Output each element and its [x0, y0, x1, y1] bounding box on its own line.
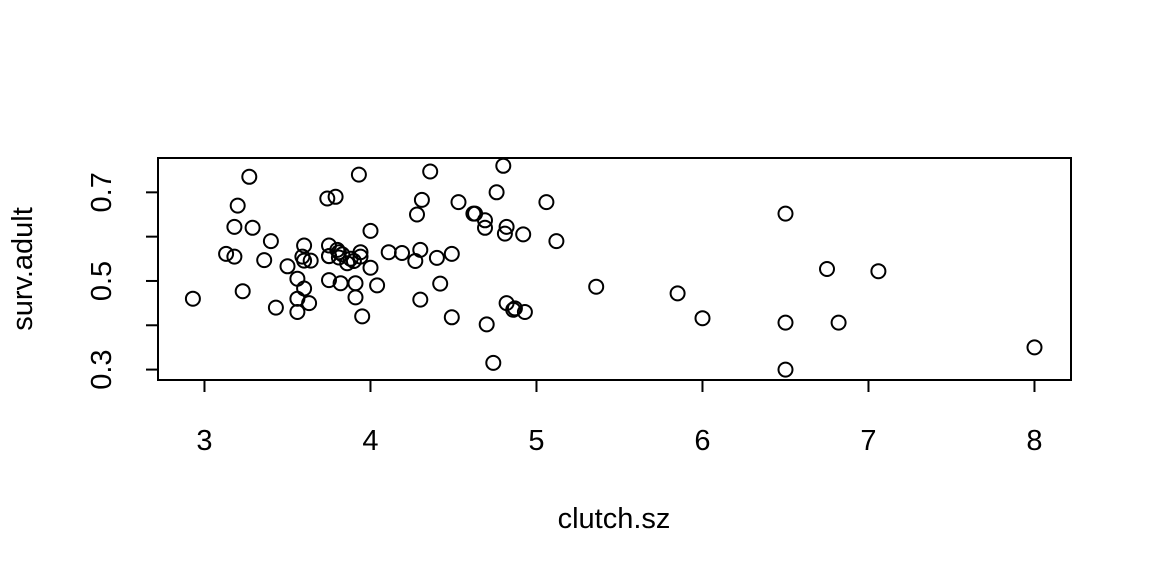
data-point — [321, 272, 337, 289]
data-point — [477, 212, 493, 229]
data-point — [279, 258, 296, 275]
data-point — [369, 277, 386, 294]
data-point — [819, 261, 835, 277]
data-point — [777, 361, 794, 378]
data-point — [319, 190, 336, 207]
y-axis: 0.3 0.5 0.7 — [86, 172, 159, 390]
data-point — [262, 233, 279, 250]
data-point — [669, 285, 686, 302]
data-point — [443, 309, 460, 326]
data-point — [347, 289, 364, 306]
x-tick-label: 3 — [196, 425, 212, 457]
data-point — [347, 275, 364, 292]
data-point — [488, 184, 505, 201]
y-tick-label: 0.5 — [86, 261, 118, 301]
data-point — [296, 252, 313, 269]
x-tick-label: 8 — [1026, 425, 1042, 457]
data-points — [184, 157, 1043, 378]
data-point — [412, 241, 429, 258]
x-axis-label: clutch.sz — [558, 503, 671, 535]
data-point — [334, 246, 351, 263]
data-point — [477, 219, 493, 236]
data-point — [394, 245, 410, 261]
data-point — [548, 233, 565, 250]
data-point — [495, 157, 512, 174]
data-point — [226, 218, 243, 235]
data-point — [330, 249, 347, 266]
data-point — [588, 278, 605, 295]
data-point — [409, 206, 425, 223]
data-point — [296, 280, 313, 297]
data-point — [229, 197, 246, 214]
x-tick-label: 6 — [694, 425, 710, 457]
data-point — [289, 304, 306, 320]
data-point — [302, 252, 319, 269]
data-point — [352, 244, 369, 261]
data-point — [777, 205, 794, 222]
data-point — [478, 316, 495, 333]
data-point — [301, 295, 318, 312]
data-point — [777, 314, 794, 331]
data-point — [339, 255, 356, 272]
y-axis-label: surv.adult — [7, 207, 39, 331]
y-tick-label: 0.7 — [86, 172, 118, 212]
data-point — [296, 237, 313, 254]
data-point — [289, 270, 306, 287]
x-tick-label: 5 — [528, 425, 544, 457]
y-tick-label: 0.3 — [86, 349, 118, 389]
data-point — [412, 291, 429, 308]
data-point — [496, 225, 513, 242]
data-point — [450, 194, 467, 211]
data-point — [226, 248, 243, 265]
data-point — [516, 304, 533, 320]
data-point — [362, 259, 379, 276]
data-point — [830, 314, 847, 331]
data-point — [694, 310, 711, 327]
data-point — [422, 163, 439, 180]
data-point — [413, 191, 430, 208]
data-point — [1026, 339, 1043, 356]
data-point — [380, 244, 397, 261]
data-point — [184, 290, 201, 307]
data-point — [244, 219, 261, 236]
data-point — [327, 188, 344, 205]
data-point — [443, 245, 460, 262]
data-point — [241, 168, 258, 185]
x-tick-label: 4 — [362, 425, 378, 457]
data-point — [330, 244, 347, 261]
data-point — [538, 194, 555, 211]
data-point — [256, 252, 273, 269]
data-point — [428, 249, 445, 266]
data-point — [870, 263, 887, 280]
data-point — [329, 241, 346, 258]
data-point — [234, 283, 251, 300]
data-point — [432, 275, 449, 292]
data-point — [505, 301, 522, 318]
x-axis: 3 4 5 6 7 8 — [196, 379, 1043, 457]
data-point — [354, 308, 371, 325]
data-point — [267, 299, 284, 316]
data-point — [515, 226, 532, 243]
x-tick-label: 7 — [860, 425, 876, 457]
data-point — [362, 222, 379, 239]
data-point — [218, 245, 235, 262]
data-point — [498, 218, 515, 235]
data-point — [506, 300, 523, 317]
data-point — [485, 354, 502, 371]
data-point — [350, 166, 367, 183]
data-point — [352, 248, 369, 265]
